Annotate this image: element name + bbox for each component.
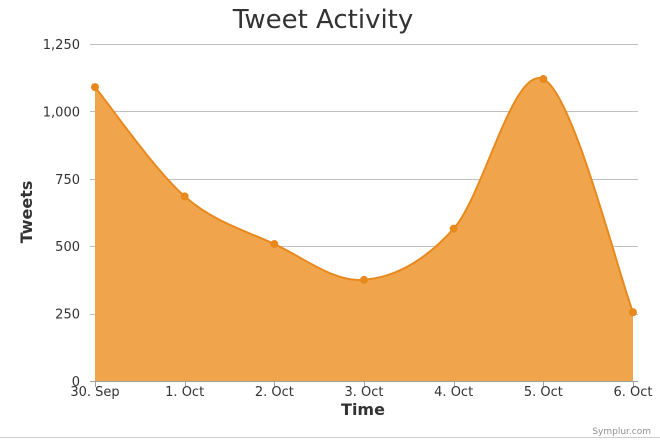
x-tick-label: 6. Oct xyxy=(613,385,652,400)
x-axis-title: Time xyxy=(341,400,385,419)
data-point[interactable] xyxy=(629,308,637,317)
y-tick-label: 250 xyxy=(55,308,80,323)
data-markers xyxy=(91,75,637,317)
data-point[interactable] xyxy=(449,224,458,233)
data-point[interactable] xyxy=(539,75,548,84)
data-point[interactable] xyxy=(91,83,99,92)
data-point[interactable] xyxy=(360,275,368,284)
y-tick-label: 1,250 xyxy=(43,38,80,53)
y-tick-label: 750 xyxy=(55,173,80,188)
x-tick-label: 3. Oct xyxy=(344,385,383,400)
y-tick-label: 500 xyxy=(55,240,80,255)
area-layer xyxy=(94,77,634,382)
area-fill xyxy=(95,78,633,382)
x-tick-label: 4. Oct xyxy=(434,385,473,400)
x-tick-label: 2. Oct xyxy=(255,385,294,400)
credit-text: Symplur.com xyxy=(592,427,651,437)
x-tick-label: 30. Sep xyxy=(70,385,119,400)
y-tick-label: 0 xyxy=(72,375,80,390)
data-point[interactable] xyxy=(270,240,279,249)
y-axis-title: Tweets xyxy=(17,181,36,244)
x-tick-label: 5. Oct xyxy=(524,385,563,400)
axes xyxy=(0,381,660,438)
data-point[interactable] xyxy=(180,192,189,201)
tick-labels: 0 250 500 750 1,000 1,250 30. Sep 1. Oct 2. Oct 3… xyxy=(43,38,653,400)
y-tick-label: 1,000 xyxy=(43,105,80,120)
x-tick-label: 1. Oct xyxy=(165,385,204,400)
chart-title: Tweet Activity xyxy=(232,5,414,35)
